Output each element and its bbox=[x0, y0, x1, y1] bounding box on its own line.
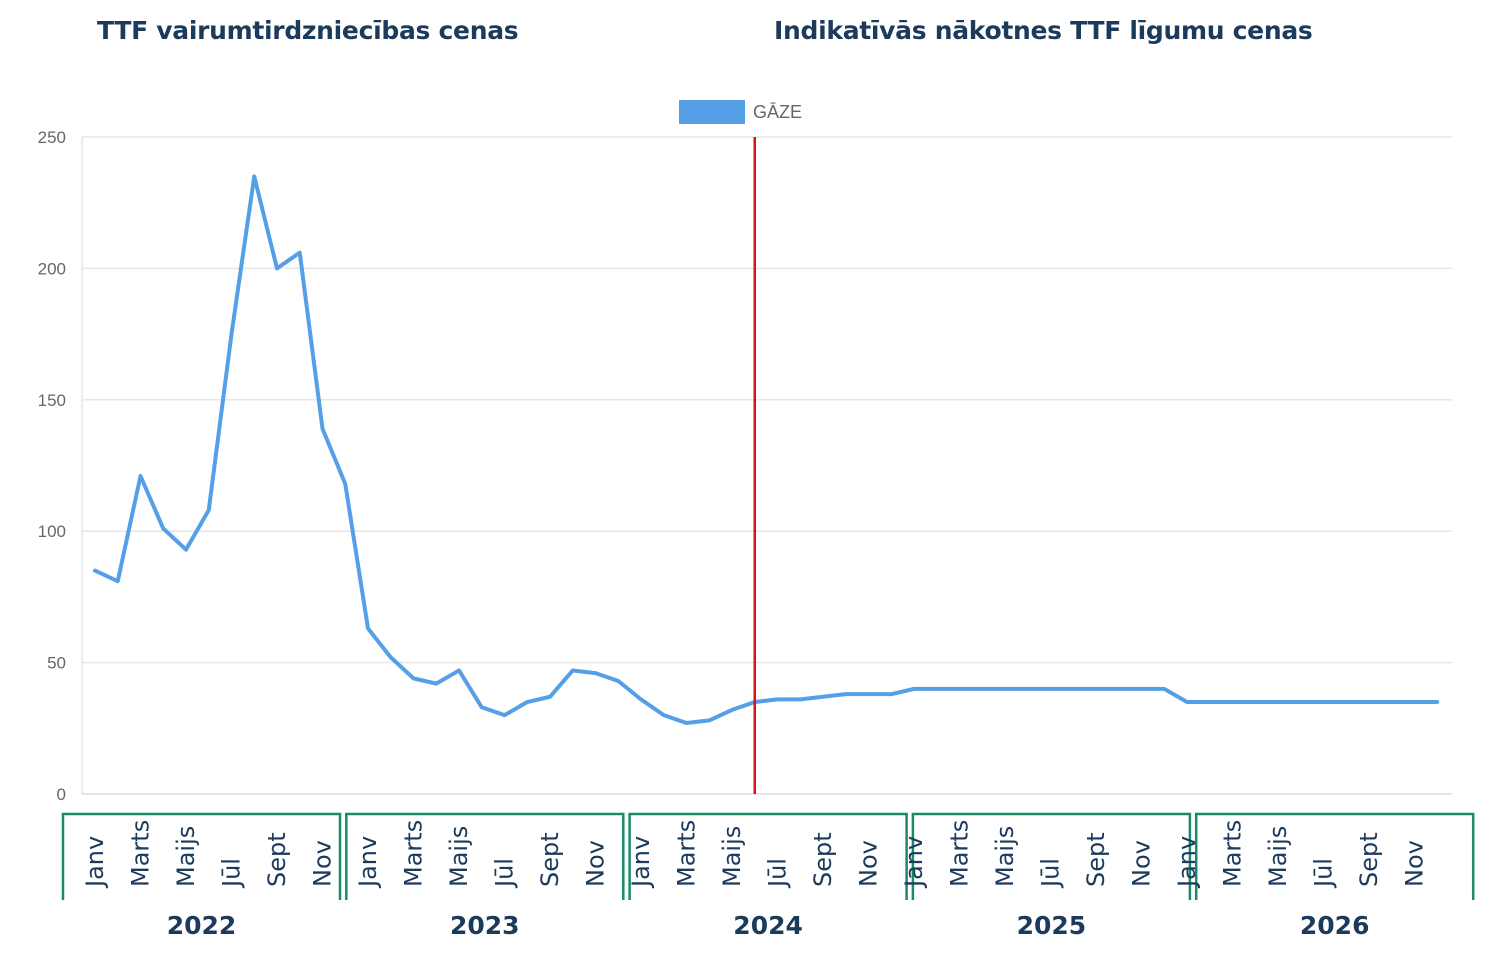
month-tick-label: Janv bbox=[354, 836, 382, 889]
month-tick-label: Maijs bbox=[1264, 826, 1292, 887]
right-header-title: Indikatīvās nākotnes TTF līgumu cenas bbox=[774, 16, 1313, 45]
legend-label: GĀZE bbox=[753, 102, 802, 122]
month-tick-label: Jūl bbox=[1310, 858, 1338, 889]
month-tick-label: Jūl bbox=[491, 858, 519, 889]
month-tick-label: Maijs bbox=[991, 826, 1019, 887]
month-tick-label: Nov bbox=[1401, 840, 1429, 887]
month-tick-label: Janv bbox=[1173, 836, 1201, 889]
month-tick-label: Maijs bbox=[172, 826, 200, 887]
month-tick-label: Sept bbox=[263, 832, 291, 887]
year-groups: Janv Marts Maijs Jūl Sept Nov 2022 Janv Marts Mai… bbox=[61, 812, 1475, 940]
year-bracket bbox=[61, 812, 342, 900]
grid-lines bbox=[81, 136, 1452, 794]
year-label: 2024 bbox=[733, 911, 803, 940]
month-tick-label: Marts bbox=[1219, 820, 1247, 887]
month-tick-label: Janv bbox=[900, 836, 928, 889]
month-tick-label: Marts bbox=[946, 820, 974, 887]
month-tick-label: Nov bbox=[855, 840, 883, 887]
year-bracket bbox=[345, 812, 625, 900]
y-tick-label: 150 bbox=[38, 391, 66, 410]
month-tick-label: Marts bbox=[400, 820, 428, 887]
month-tick-label: Sept bbox=[1082, 832, 1110, 887]
year-label: 2022 bbox=[167, 911, 237, 940]
month-tick-label: Nov bbox=[1128, 840, 1156, 887]
month-tick-label: Jūl bbox=[218, 858, 246, 889]
month-tick-label: Sept bbox=[536, 832, 564, 887]
month-tick-label: Maijs bbox=[718, 826, 746, 887]
year-bracket bbox=[911, 812, 1192, 900]
y-tick-label: 100 bbox=[38, 522, 66, 541]
legend-swatch bbox=[679, 100, 745, 124]
year-group-2022: Janv Marts Maijs Jūl Sept Nov 2022 bbox=[61, 812, 342, 940]
y-tick-label: 200 bbox=[38, 259, 66, 278]
year-label: 2026 bbox=[1300, 911, 1370, 940]
y-tick-label: 250 bbox=[38, 128, 66, 147]
legend[interactable]: GĀZE bbox=[679, 100, 802, 124]
month-tick-label: Maijs bbox=[445, 826, 473, 887]
series-line-gaze bbox=[93, 174, 1440, 726]
left-header-title: TTF vairumtirdzniecības cenas bbox=[97, 16, 519, 45]
month-tick-label: Marts bbox=[127, 820, 155, 887]
y-tick-label: 50 bbox=[47, 654, 66, 673]
year-group-2024: Janv Marts Maijs Jūl Sept Nov 2024 bbox=[627, 812, 908, 940]
month-tick-label: Marts bbox=[673, 820, 701, 887]
year-bracket bbox=[1194, 812, 1475, 900]
month-tick-label: Nov bbox=[309, 840, 337, 887]
month-tick-label: Sept bbox=[1355, 832, 1383, 887]
year-label: 2025 bbox=[1017, 911, 1087, 940]
y-axis-ticks: 0 50 100 150 200 250 bbox=[38, 128, 66, 804]
month-tick-label: Nov bbox=[582, 840, 610, 887]
year-label: 2023 bbox=[450, 911, 520, 940]
month-tick-label: Janv bbox=[627, 836, 655, 889]
month-tick-label: Janv bbox=[81, 836, 109, 889]
year-group-2025: Janv Marts Maijs Jūl Sept Nov 2025 bbox=[900, 812, 1192, 940]
month-tick-label: Jūl bbox=[764, 858, 792, 889]
year-group-2026: Janv Marts Maijs Jūl Sept Nov 2026 bbox=[1173, 812, 1475, 940]
year-bracket bbox=[628, 812, 908, 900]
month-tick-label: Jūl bbox=[1037, 858, 1065, 889]
y-tick-label: 0 bbox=[57, 785, 66, 804]
month-tick-label: Sept bbox=[809, 832, 837, 887]
year-group-2023: Janv Marts Maijs Jūl Sept Nov 2023 bbox=[345, 812, 625, 940]
